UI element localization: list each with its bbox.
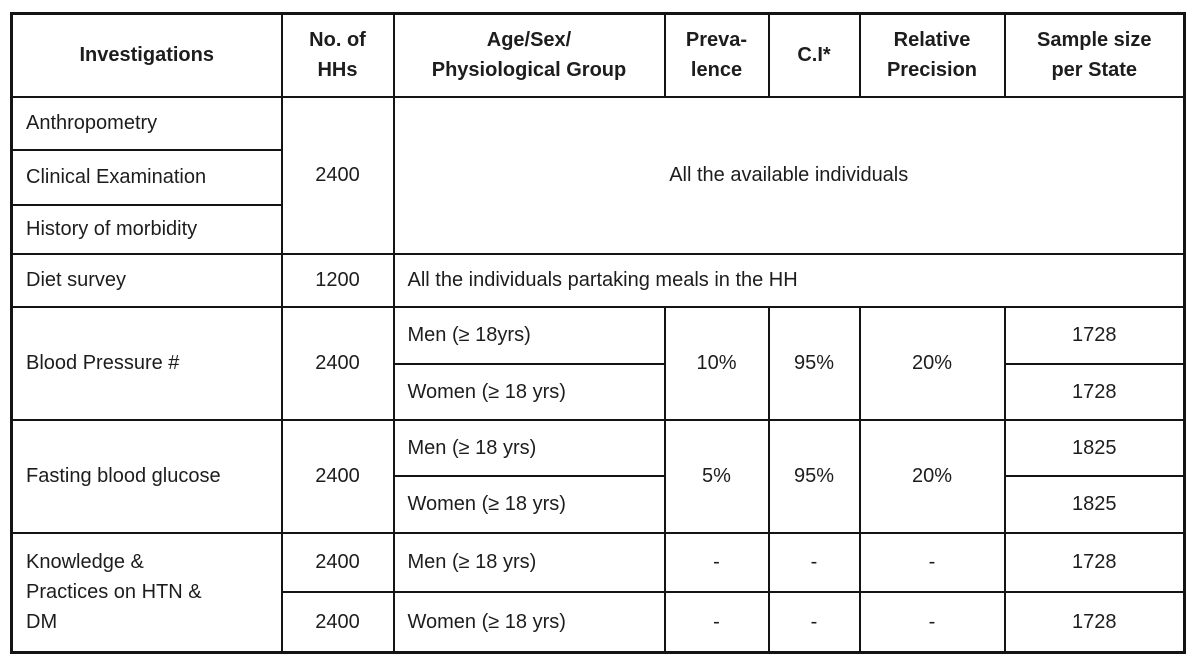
- cell-group-blood-pressure-men: Men (≥ 18yrs): [392, 305, 666, 365]
- col-header-age-sex-group: Age/Sex/ Physiological Group: [392, 12, 666, 98]
- row-history-of-morbidity: History of morbidity: [10, 203, 1185, 255]
- cell-relative-precision-blood-pressure: 20%: [858, 305, 1006, 421]
- col-header-investigations: Investigations: [10, 12, 283, 98]
- cell-hhs-knowledge-practices-men: 2400: [280, 531, 395, 593]
- cell-hhs-anthropometry-group: 2400: [280, 95, 395, 255]
- header-row: Investigations No. of HHs Age/Sex/ Physi…: [10, 12, 1186, 98]
- cell-sample-size-knowledge-practices-men: 1728: [1003, 531, 1186, 593]
- cell-group-fasting-blood-glucose-men: Men (≥ 18 yrs): [392, 418, 666, 477]
- cell-investigation-history-of-morbidity: History of morbidity: [10, 203, 283, 255]
- row-clinical-examination: Clinical Examination: [10, 148, 1185, 206]
- cell-prevalence-knowledge-practices-men: -: [663, 531, 770, 593]
- cell-group-anthropometry-group: All the available individuals: [392, 95, 1186, 255]
- col-header-relative-precision: Relative Precision: [858, 12, 1006, 98]
- sampling-design-table: Investigations No. of HHs Age/Sex/ Physi…: [10, 12, 1186, 654]
- cell-sample-size-blood-pressure-men: 1728: [1003, 305, 1186, 365]
- cell-investigation-anthropometry: Anthropometry: [10, 95, 283, 151]
- row-fasting-blood-glucose-men: Fasting blood glucose 2400 Men (≥ 18 yrs…: [10, 418, 1186, 534]
- cell-relative-precision-knowledge-practices-women: -: [858, 590, 1006, 654]
- cell-ci-knowledge-practices-men: -: [767, 531, 861, 593]
- cell-group-fasting-blood-glucose-women: Women (≥ 18 yrs): [392, 474, 666, 534]
- cell-prevalence-knowledge-practices-women: -: [663, 590, 770, 654]
- col-header-sample-size: Sample size per State: [1003, 12, 1186, 98]
- cell-group-blood-pressure-women: Women (≥ 18 yrs): [392, 362, 666, 421]
- cell-prevalence-blood-pressure: 10%: [663, 305, 770, 421]
- cell-group-knowledge-practices-women: Women (≥ 18 yrs): [392, 590, 666, 654]
- cell-investigation-knowledge-practices: Knowledge & Practices on HTN & DM: [10, 531, 283, 654]
- col-header-prevalence: Preva- lence: [663, 12, 770, 98]
- col-header-ci: C.I*: [767, 12, 861, 98]
- cell-group-diet-survey: All the individuals partaking meals in t…: [392, 252, 1186, 308]
- cell-group-knowledge-practices-men: Men (≥ 18 yrs): [392, 531, 666, 593]
- cell-prevalence-fasting-blood-glucose: 5%: [663, 418, 770, 534]
- cell-relative-precision-knowledge-practices-men: -: [858, 531, 1006, 593]
- cell-hhs-knowledge-practices-women: 2400: [280, 590, 395, 654]
- cell-relative-precision-fasting-blood-glucose: 20%: [858, 418, 1006, 534]
- cell-investigation-clinical-examination: Clinical Examination: [10, 148, 283, 206]
- cell-investigation-diet-survey: Diet survey: [10, 252, 283, 308]
- row-blood-pressure-women: Women (≥ 18 yrs) 1728: [12, 362, 1186, 421]
- cell-hhs-blood-pressure: 2400: [280, 305, 395, 421]
- row-knowledge-practices-men: Knowledge & Practices on HTN & DM 2400 M…: [10, 531, 1186, 654]
- row-diet-survey: Diet survey 1200 All the individuals par…: [10, 252, 1186, 308]
- cell-sample-size-knowledge-practices-women: 1728: [1003, 590, 1186, 654]
- col-header-no-of-hhs: No. of HHs: [280, 12, 395, 98]
- cell-sample-size-blood-pressure-women: 1728: [1003, 362, 1186, 421]
- row-fasting-blood-glucose-women: Women (≥ 18 yrs) 1825: [12, 474, 1186, 534]
- cell-sample-size-fasting-blood-glucose-men: 1825: [1003, 418, 1186, 477]
- cell-investigation-blood-pressure: Blood Pressure #: [10, 305, 283, 421]
- cell-hhs-diet-survey: 1200: [280, 252, 395, 308]
- cell-ci-fasting-blood-glucose: 95%: [767, 418, 861, 534]
- row-anthropometry: Anthropometry 2400 All the available ind…: [10, 95, 1186, 255]
- cell-hhs-fasting-blood-glucose: 2400: [280, 418, 395, 534]
- cell-ci-knowledge-practices-women: -: [767, 590, 861, 654]
- cell-sample-size-fasting-blood-glucose-women: 1825: [1003, 474, 1186, 534]
- row-blood-pressure-men: Blood Pressure # 2400 Men (≥ 18yrs) 10% …: [10, 305, 1186, 421]
- row-knowledge-practices-women: 2400 Women (≥ 18 yrs) - - - 1728: [12, 590, 1186, 654]
- cell-investigation-fasting-blood-glucose: Fasting blood glucose: [10, 418, 283, 534]
- cell-ci-blood-pressure: 95%: [767, 305, 861, 421]
